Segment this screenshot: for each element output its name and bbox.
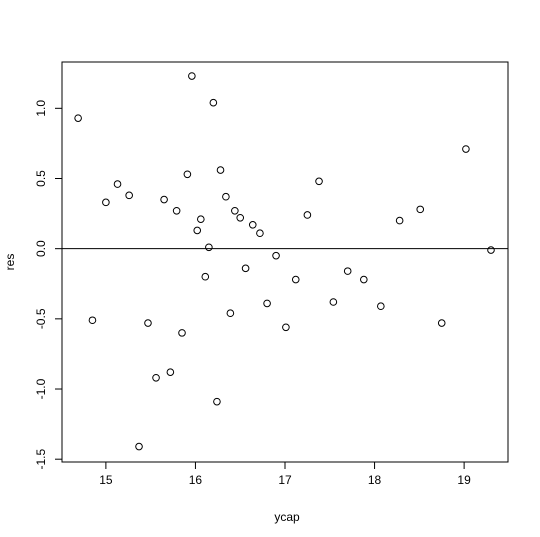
x-axis-label: ycap <box>274 510 300 524</box>
point <box>263 299 271 308</box>
y-tick-label: -1.5 <box>34 449 48 470</box>
point <box>282 323 290 332</box>
point <box>205 243 213 252</box>
x-tick-label: 17 <box>278 473 292 487</box>
point <box>462 145 470 153</box>
point <box>188 72 196 80</box>
point <box>416 205 425 214</box>
y-axis-label: res <box>3 254 17 271</box>
point <box>197 215 205 223</box>
point <box>303 211 312 219</box>
x-tick-label: 19 <box>457 473 471 487</box>
point <box>178 329 186 337</box>
point <box>360 275 368 284</box>
point <box>216 166 225 174</box>
point <box>315 177 323 186</box>
point <box>88 316 97 325</box>
point <box>160 195 168 204</box>
x-tick-label: 15 <box>99 473 113 487</box>
point <box>487 246 495 254</box>
y-tick-label: -0.5 <box>34 308 48 329</box>
point <box>213 397 221 406</box>
point <box>183 170 192 179</box>
point <box>272 251 280 260</box>
point <box>248 221 257 229</box>
point <box>231 206 239 215</box>
point <box>377 302 385 311</box>
point <box>166 368 175 376</box>
y-tick-label: -1.0 <box>34 378 48 399</box>
point <box>236 213 245 222</box>
point <box>74 114 82 122</box>
point <box>125 191 133 200</box>
y-tick-label: 0.5 <box>34 170 48 187</box>
point <box>256 229 264 238</box>
y-tick-label: 1.0 <box>34 100 48 117</box>
point <box>209 98 218 107</box>
point <box>437 319 446 327</box>
point <box>226 309 235 318</box>
point <box>144 319 152 327</box>
y-tick-label: 0.0 <box>34 240 48 257</box>
x-tick-label: 16 <box>189 473 203 487</box>
point <box>395 216 404 225</box>
point <box>193 226 202 235</box>
point <box>152 373 160 382</box>
x-tick-label: 18 <box>368 473 382 487</box>
point <box>102 198 110 207</box>
point <box>291 275 300 284</box>
plot-box <box>61 61 509 463</box>
point <box>172 206 181 215</box>
point <box>343 267 352 275</box>
point <box>201 272 210 281</box>
point <box>222 192 230 201</box>
point <box>113 180 122 188</box>
point <box>241 264 250 273</box>
point <box>135 442 143 451</box>
point <box>329 298 338 306</box>
